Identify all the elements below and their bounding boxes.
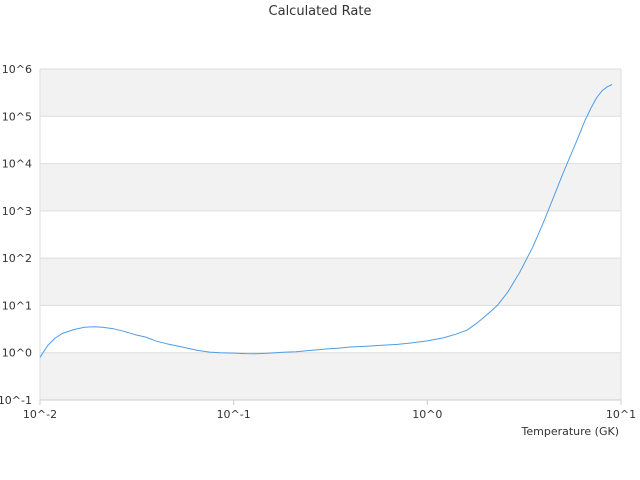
x-axis-label: Temperature (GK) <box>521 425 620 438</box>
grid-band <box>40 69 621 117</box>
y-tick-label: 10^3 <box>2 205 32 218</box>
y-tick-label: 10^0 <box>2 347 32 360</box>
rate-series-line <box>39 84 613 358</box>
y-tick-label: 10^4 <box>2 158 32 171</box>
x-tick-label: 10^-1 <box>217 408 251 421</box>
grid-band <box>40 258 621 306</box>
y-tick-label: 10^5 <box>2 110 32 123</box>
x-tick-label: 10^-2 <box>23 408 57 421</box>
grid-band <box>40 352 621 400</box>
y-tick-label: 10^1 <box>2 299 32 312</box>
grid-band <box>40 163 621 211</box>
series-layer <box>39 84 613 358</box>
chart-title: Calculated Rate <box>268 4 372 19</box>
grid-bands <box>40 69 621 400</box>
x-tick-label: 10^0 <box>412 408 442 421</box>
axes <box>39 69 622 405</box>
x-tick-label: 10^1 <box>606 408 636 421</box>
y-tick-label: 10^6 <box>2 63 32 76</box>
grid-lines <box>40 68 621 401</box>
tick-labels: 10^-110^010^110^210^310^410^510^610^-2 10… <box>0 63 636 438</box>
y-tick-label: 10^2 <box>2 252 32 265</box>
y-tick-label: 10^-1 <box>0 394 32 407</box>
